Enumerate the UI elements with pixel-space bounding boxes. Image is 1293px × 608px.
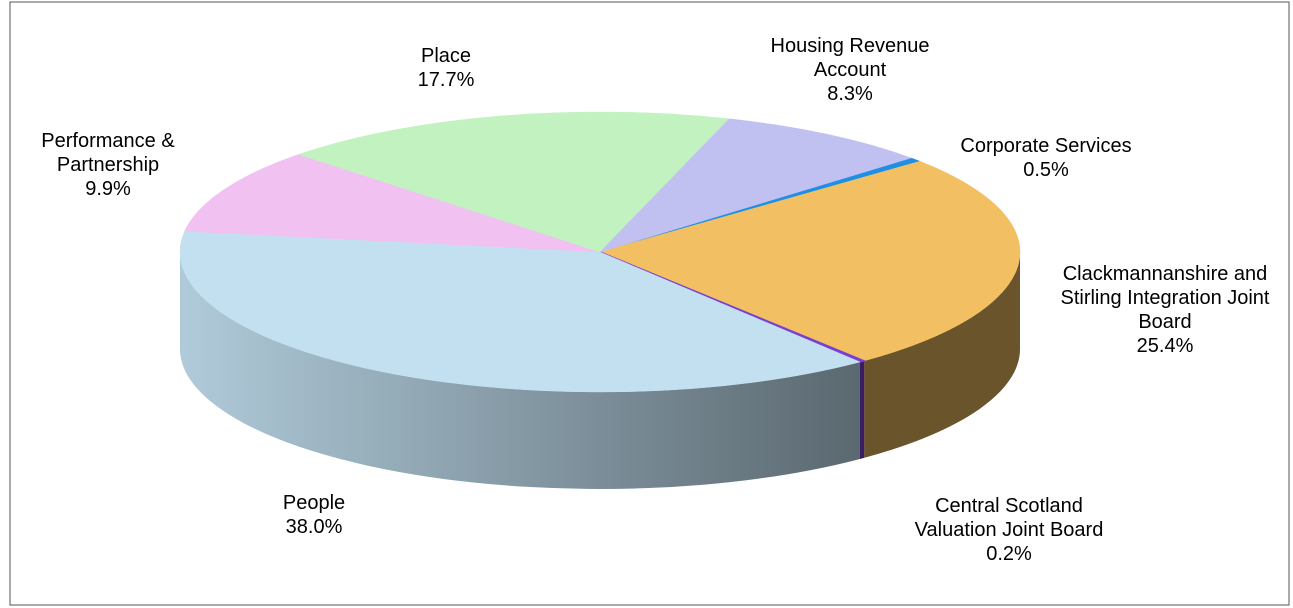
slice: [298, 111, 730, 253]
slice-label: Central Scotland Valuation Joint Board 0.…: [904, 494, 1114, 566]
chart-frame: [9, 1, 1290, 606]
slice-name: Corporate Services: [960, 135, 1132, 157]
slice-value: 25.4%: [1136, 335, 1194, 357]
slice: [184, 154, 601, 253]
slice-value: 38.0%: [285, 516, 343, 538]
slice-label: Clackmannanshire and Stirling Integratio…: [1045, 262, 1285, 358]
slice-name: Housing Revenue Account: [770, 35, 930, 81]
slice-side-shade: [180, 252, 860, 489]
slice-value: 17.7%: [417, 69, 475, 91]
slice: [599, 160, 1021, 362]
slice-value: 9.9%: [85, 178, 131, 200]
slice-name: Place: [420, 45, 472, 67]
slice-side: [864, 252, 1020, 458]
slice-side-shade: [859, 360, 865, 459]
slice-name: People: [282, 492, 346, 514]
slice-label: Corporate Services 0.5%: [926, 134, 1166, 182]
slice-label: People 38.0%: [254, 491, 374, 539]
slice-value: 0.2%: [986, 543, 1032, 565]
slice-label: Housing Revenue Account 8.3%: [755, 34, 945, 106]
slice-label: Performance & Partnership 9.9%: [8, 129, 208, 201]
slice-value: 0.5%: [1023, 159, 1069, 181]
slice-value: 8.3%: [827, 83, 873, 105]
slice: [179, 230, 861, 393]
slice-label: Place 17.7%: [386, 44, 506, 92]
slice-name: Central Scotland Valuation Joint Board: [914, 495, 1104, 541]
slice-name: Clackmannanshire and Stirling Integratio…: [1060, 263, 1270, 333]
slice: [599, 118, 912, 253]
slice-name: Performance & Partnership: [41, 130, 175, 176]
